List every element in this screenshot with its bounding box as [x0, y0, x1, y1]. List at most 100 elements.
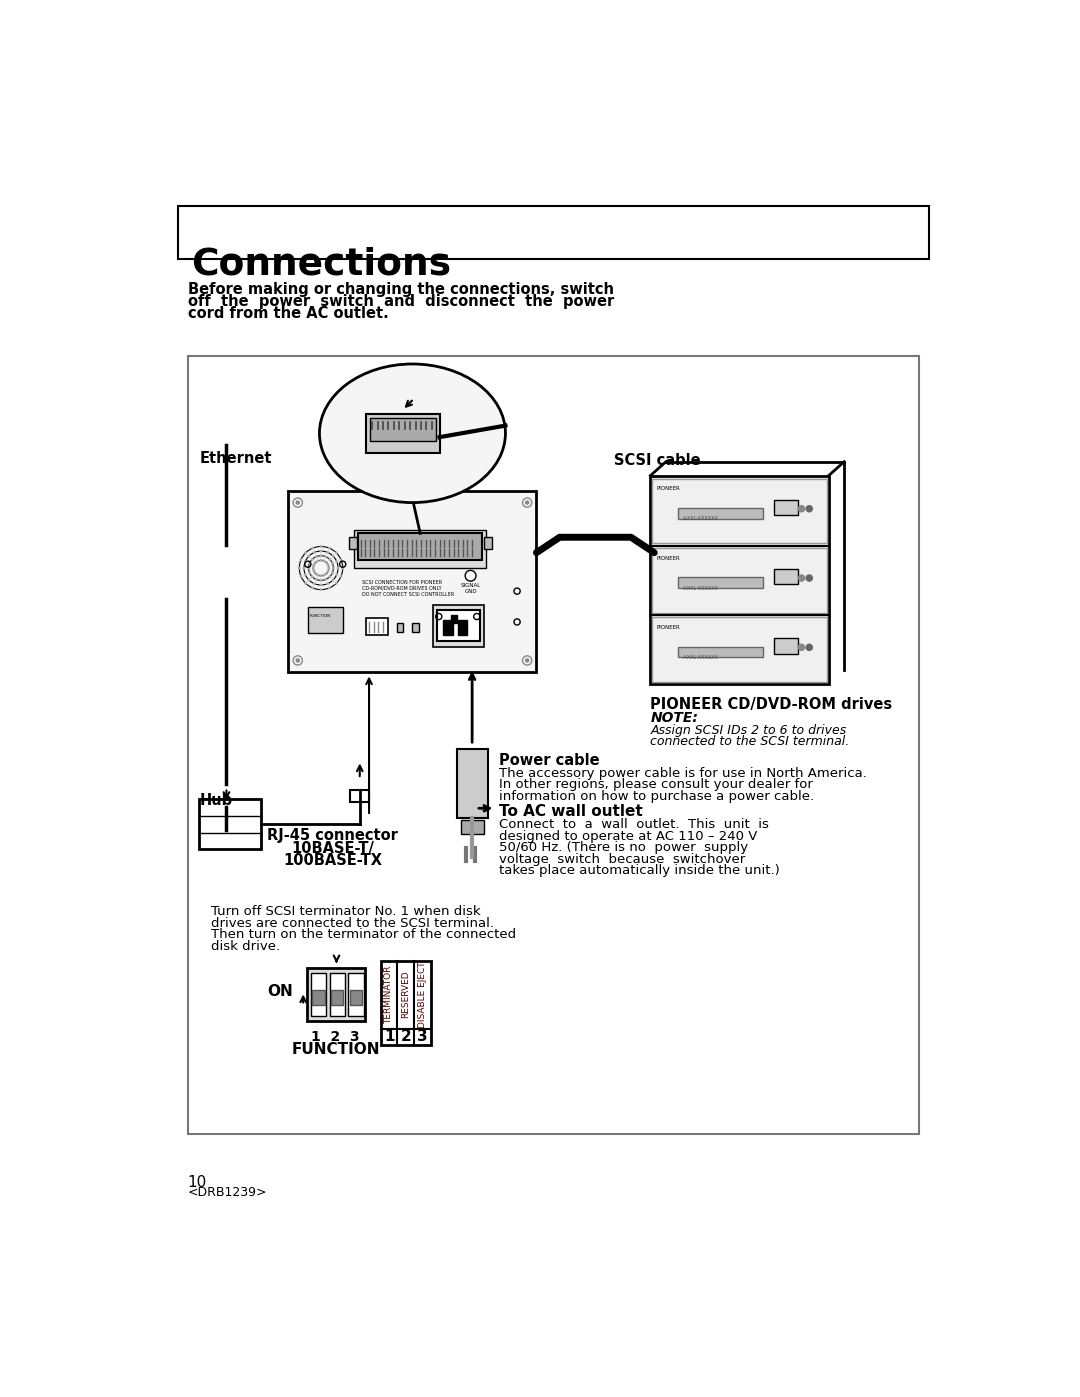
Text: 2: 2 — [401, 1030, 411, 1045]
Circle shape — [806, 644, 812, 651]
Text: Connect  to  a  wall  outlet.  This  unit  is: Connect to a wall outlet. This unit is — [499, 819, 769, 831]
Bar — [348, 974, 364, 1016]
Text: disk drive.: disk drive. — [211, 940, 280, 953]
Circle shape — [328, 548, 330, 549]
Circle shape — [333, 555, 334, 557]
Text: Before making or changing the connections, switch: Before making or changing the connection… — [188, 282, 613, 296]
Circle shape — [336, 583, 337, 584]
Text: DISABLE EJECT: DISABLE EJECT — [418, 961, 428, 1028]
Circle shape — [305, 574, 306, 576]
Bar — [457, 749, 488, 819]
Text: 50/60 Hz. (There is no  power  supply: 50/60 Hz. (There is no power supply — [499, 841, 748, 855]
Circle shape — [303, 567, 305, 569]
Circle shape — [300, 559, 301, 560]
Bar — [444, 620, 453, 636]
Bar — [677, 509, 762, 518]
Circle shape — [323, 574, 325, 576]
Text: PIONEER CD/DVD-ROM drives: PIONEER CD/DVD-ROM drives — [650, 697, 892, 712]
Text: 3: 3 — [417, 1030, 428, 1045]
Bar — [350, 990, 362, 1006]
Circle shape — [321, 560, 322, 562]
Bar — [366, 414, 440, 453]
Circle shape — [325, 556, 326, 557]
Bar — [359, 534, 482, 560]
Circle shape — [318, 560, 319, 562]
Text: off  the  power  switch  and  disconnect  the  power: off the power switch and disconnect the … — [188, 293, 613, 309]
Bar — [652, 479, 827, 543]
Text: PIONEER: PIONEER — [657, 486, 680, 492]
Bar — [380, 961, 431, 1045]
Circle shape — [321, 584, 322, 585]
Text: FUNCTION: FUNCTION — [292, 1042, 380, 1056]
Circle shape — [315, 556, 318, 557]
Bar — [354, 529, 486, 569]
Circle shape — [329, 559, 330, 560]
Text: FUNCTION: FUNCTION — [309, 615, 330, 619]
Circle shape — [337, 567, 339, 569]
Bar — [307, 968, 365, 1021]
Circle shape — [309, 571, 310, 574]
Circle shape — [300, 576, 301, 577]
Circle shape — [323, 560, 325, 562]
Circle shape — [314, 562, 316, 563]
Circle shape — [321, 576, 322, 577]
Text: SCSI CONNECTION FOR PIONEER
CD-ROM/DVD-ROM DRIVES ONLY
DO NOT CONNECT SCSI CONTR: SCSI CONNECTION FOR PIONEER CD-ROM/DVD-R… — [362, 580, 455, 597]
Ellipse shape — [320, 365, 505, 503]
Text: In other regions, please consult your dealer for: In other regions, please consult your de… — [499, 778, 813, 791]
Circle shape — [305, 552, 307, 553]
Bar — [397, 623, 403, 631]
Circle shape — [321, 550, 322, 552]
Circle shape — [313, 583, 315, 584]
Circle shape — [328, 567, 329, 569]
Bar — [199, 799, 260, 849]
Circle shape — [321, 546, 322, 548]
Circle shape — [315, 578, 318, 580]
Circle shape — [333, 580, 334, 581]
Circle shape — [328, 587, 330, 588]
Circle shape — [312, 548, 313, 549]
Circle shape — [309, 563, 310, 564]
Bar — [451, 615, 458, 623]
Circle shape — [305, 560, 306, 563]
Text: NOTE:: NOTE: — [650, 711, 699, 725]
Text: A-XXL-XXXXXX: A-XXL-XXXXXX — [683, 517, 719, 521]
Bar — [774, 569, 798, 584]
Text: A-XXL-XXXXXX: A-XXL-XXXXXX — [683, 585, 719, 591]
Circle shape — [318, 574, 319, 576]
Circle shape — [321, 555, 322, 556]
Bar — [774, 500, 798, 515]
Text: drives are connected to the SCSI terminal.: drives are connected to the SCSI termina… — [211, 916, 494, 930]
Bar — [350, 789, 369, 802]
Circle shape — [806, 506, 812, 511]
Circle shape — [333, 567, 334, 569]
Circle shape — [342, 567, 343, 569]
Circle shape — [526, 502, 529, 504]
Text: ON: ON — [268, 983, 293, 999]
Circle shape — [296, 502, 299, 504]
Bar — [349, 538, 356, 549]
Bar — [177, 207, 930, 258]
Circle shape — [313, 552, 315, 553]
Circle shape — [798, 506, 805, 511]
Text: takes place automatically inside the unit.): takes place automatically inside the uni… — [499, 865, 780, 877]
Bar — [188, 356, 919, 1134]
Circle shape — [325, 578, 326, 580]
Circle shape — [336, 552, 337, 553]
Circle shape — [321, 588, 322, 591]
Circle shape — [308, 580, 310, 581]
Bar — [312, 990, 325, 1006]
Bar — [650, 475, 828, 683]
Circle shape — [326, 562, 327, 563]
Bar — [460, 820, 484, 834]
Text: Turn off SCSI terminator No. 1 when disk: Turn off SCSI terminator No. 1 when disk — [211, 905, 481, 918]
Text: Hub: Hub — [200, 793, 232, 807]
Circle shape — [312, 567, 314, 569]
Circle shape — [308, 567, 309, 569]
Circle shape — [332, 563, 334, 564]
Text: voltage  switch  because  switchover: voltage switch because switchover — [499, 854, 745, 866]
Text: PIONEER: PIONEER — [657, 624, 680, 630]
Bar — [288, 490, 537, 672]
Text: connected to the SCSI terminal.: connected to the SCSI terminal. — [650, 735, 850, 749]
Text: To AC wall outlet: To AC wall outlet — [499, 805, 643, 820]
Bar — [484, 538, 491, 549]
